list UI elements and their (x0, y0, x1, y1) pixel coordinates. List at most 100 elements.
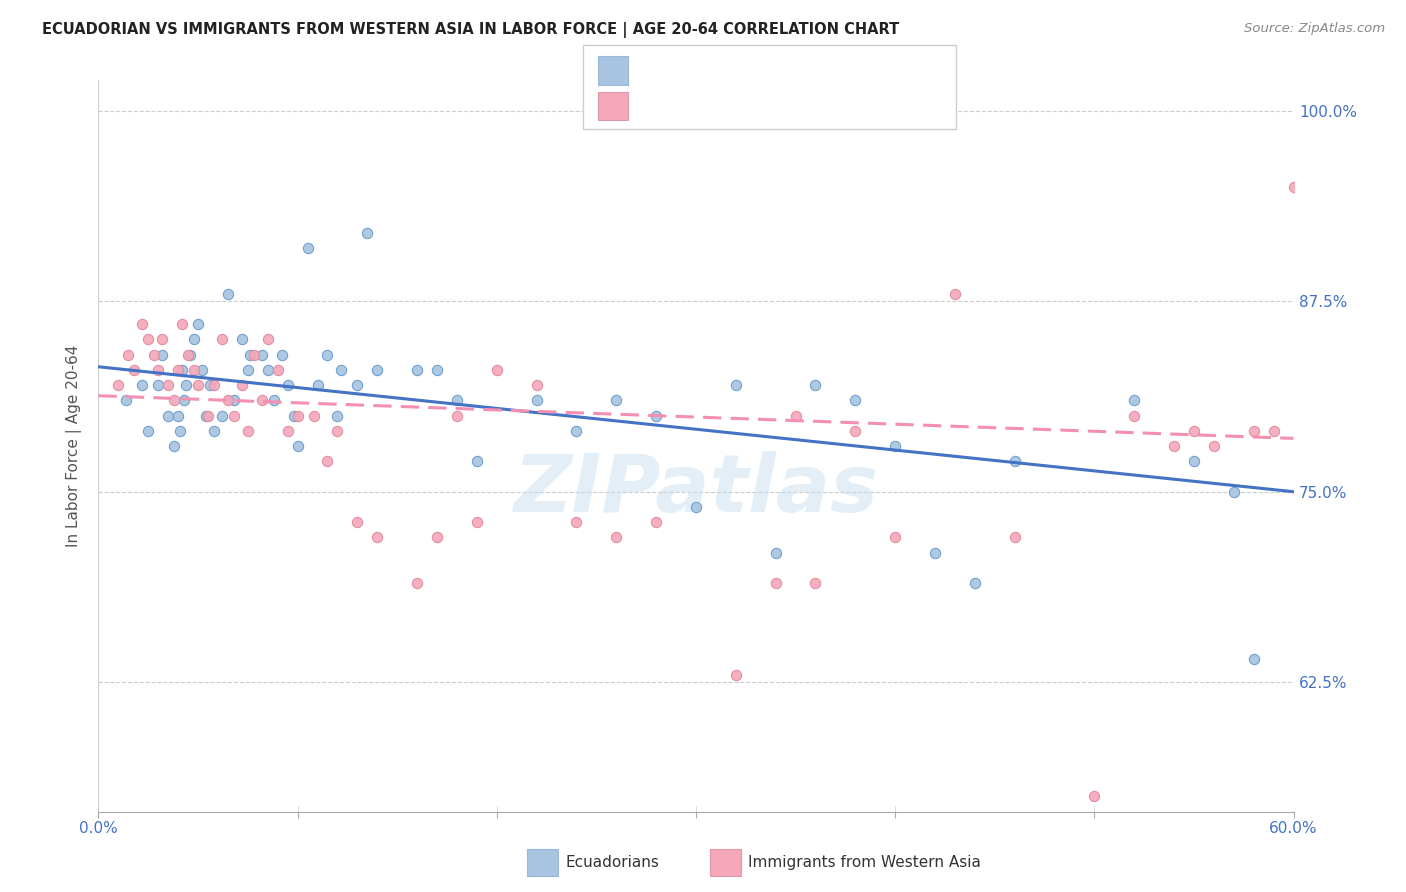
Point (844, 424, 866, 438)
Point (1182, 424, 1205, 438)
Point (167, 409, 190, 423)
Point (645, 409, 668, 423)
Point (765, 546, 787, 560)
Point (963, 576, 986, 591)
Point (172, 317, 194, 331)
Point (263, 393, 285, 408)
Text: ZIPatlas: ZIPatlas (513, 450, 879, 529)
Point (191, 363, 214, 377)
Point (1163, 439, 1185, 453)
Text: N =: N = (752, 60, 801, 78)
Point (287, 439, 309, 453)
Point (1222, 484, 1246, 499)
Point (150, 332, 173, 346)
Point (765, 576, 787, 591)
Point (243, 348, 266, 362)
Point (446, 393, 468, 408)
Point (406, 363, 429, 377)
Point (267, 363, 290, 377)
Point (924, 546, 946, 560)
Point (202, 378, 225, 392)
Point (169, 424, 191, 438)
Point (202, 424, 225, 438)
Point (1243, 652, 1265, 666)
Point (236, 424, 259, 438)
Point (1004, 531, 1026, 545)
Point (222, 409, 245, 423)
Point (316, 454, 339, 468)
Y-axis label: In Labor Force | Age 20-64: In Labor Force | Age 20-64 (66, 345, 83, 547)
Point (172, 363, 194, 377)
Point (724, 667, 747, 681)
Text: Ecuadorians: Ecuadorians (565, 855, 659, 870)
Point (346, 515, 368, 529)
Text: 61: 61 (806, 60, 828, 78)
Point (326, 424, 349, 438)
Point (302, 409, 325, 423)
Point (270, 348, 292, 362)
Point (645, 515, 668, 529)
Point (131, 317, 153, 331)
Text: 59: 59 (806, 95, 828, 113)
Point (183, 363, 205, 377)
Text: R =: R = (637, 60, 675, 78)
Point (1004, 454, 1026, 468)
Point (163, 439, 186, 453)
Point (804, 576, 827, 591)
Point (1123, 393, 1146, 408)
Text: Source: ZipAtlas.com: Source: ZipAtlas.com (1244, 22, 1385, 36)
Point (426, 363, 449, 377)
Point (217, 393, 239, 408)
Point (148, 378, 170, 392)
Point (115, 393, 138, 408)
Point (1282, 180, 1305, 194)
Point (330, 363, 353, 377)
Point (256, 332, 278, 346)
Point (1243, 424, 1265, 438)
Point (187, 317, 209, 331)
Point (366, 531, 388, 545)
Point (526, 378, 548, 392)
Point (1123, 409, 1146, 423)
Point (217, 286, 239, 301)
Point (366, 363, 388, 377)
Point (307, 378, 329, 392)
Point (197, 409, 219, 423)
Text: R =: R = (637, 95, 675, 113)
Point (804, 378, 827, 392)
Point (685, 500, 707, 514)
Point (173, 393, 195, 408)
Point (136, 424, 159, 438)
Point (250, 393, 273, 408)
Point (222, 393, 245, 408)
Text: -0.059: -0.059 (676, 95, 733, 113)
Point (236, 363, 259, 377)
Point (1182, 454, 1205, 468)
Point (231, 378, 253, 392)
Point (485, 363, 508, 377)
Point (148, 363, 170, 377)
Point (117, 348, 139, 362)
Point (195, 409, 218, 423)
Point (174, 378, 197, 392)
Point (724, 378, 747, 392)
Point (406, 576, 429, 591)
Point (277, 424, 299, 438)
Text: N =: N = (752, 95, 801, 113)
Point (844, 393, 866, 408)
Point (356, 226, 378, 240)
Point (179, 348, 201, 362)
Point (177, 348, 200, 362)
Text: ECUADORIAN VS IMMIGRANTS FROM WESTERN ASIA IN LABOR FORCE | AGE 20-64 CORRELATIO: ECUADORIAN VS IMMIGRANTS FROM WESTERN AS… (42, 22, 900, 38)
Point (326, 409, 349, 423)
Point (157, 409, 180, 423)
Point (287, 409, 309, 423)
Point (1083, 789, 1105, 804)
Point (605, 393, 627, 408)
Point (163, 393, 186, 408)
Point (157, 378, 180, 392)
Point (283, 409, 305, 423)
Point (131, 378, 153, 392)
Point (187, 378, 209, 392)
Point (143, 348, 166, 362)
